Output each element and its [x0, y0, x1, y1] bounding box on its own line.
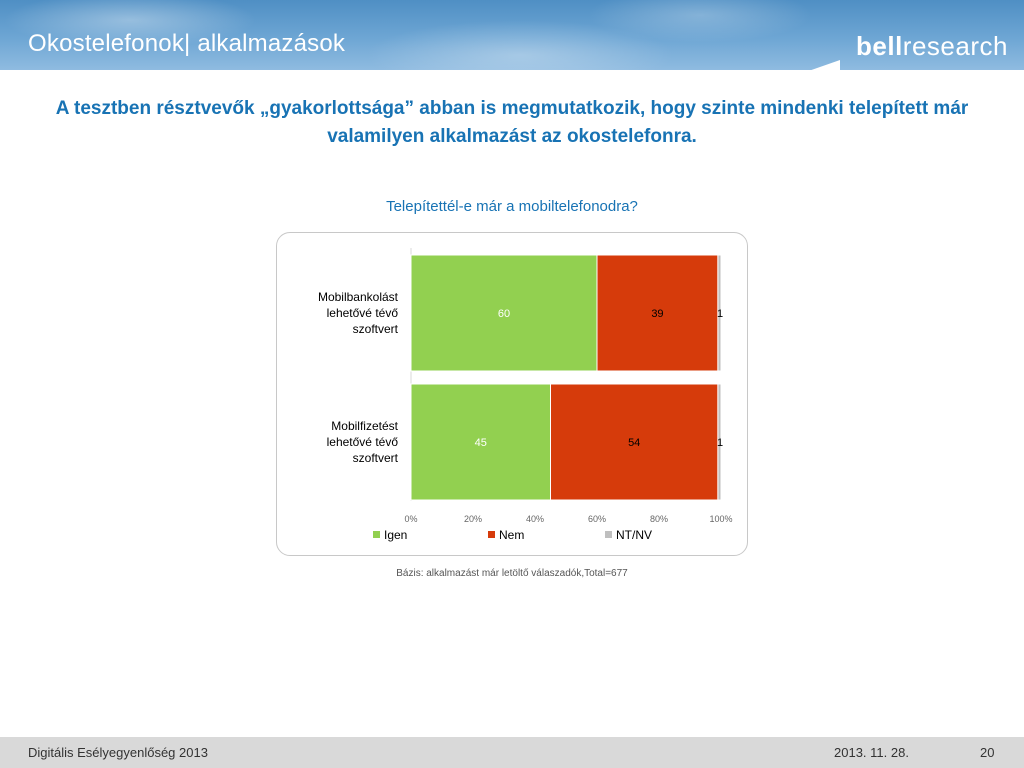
legend-label-nt-nv: NT/NV	[616, 528, 652, 542]
header-banner: Okostelefonok| alkalmazások bellresearch	[0, 0, 1024, 70]
chart-title: Telepítettél-e már a mobiltelefonodra?	[386, 198, 638, 215]
slide-headline: A tesztben résztvevők „gyakorlottsága” a…	[55, 98, 969, 147]
stacked-bar-chart: 60 39 1 Mobilbankolást lehetővé tévő szoftver…	[318, 248, 733, 542]
x-tick-label-4: 80%	[650, 514, 668, 524]
legend-label-igen: Igen	[384, 528, 407, 542]
x-tick-label-0: 0%	[404, 514, 417, 524]
bar-nt-nv-1	[717, 254, 722, 372]
chart-container: 60 39 1 Mobilbankolást lehetővé tévő szoftver…	[276, 232, 748, 556]
bellresearch-logo: bellresearch	[856, 31, 1008, 61]
x-tick-label-5: 100%	[709, 514, 732, 524]
bar-nem-1	[596, 254, 719, 372]
base-note: Bázis: alkalmazást már letöltő válaszadó…	[396, 568, 628, 579]
category-label-1-line-3: szoftvert	[353, 322, 399, 336]
legend-swatch-nt-nv	[605, 531, 612, 538]
data-label-igen-1: 60	[498, 308, 510, 320]
page-number: 20	[980, 745, 995, 760]
x-tick-label-3: 60%	[588, 514, 606, 524]
bar-igen-2	[410, 383, 551, 501]
category-label-1-line-2: lehetővé tévő	[327, 306, 399, 320]
header-notch-decoration	[811, 60, 840, 70]
data-label-nem-2: 54	[628, 437, 640, 449]
data-label-nem-1: 39	[651, 308, 663, 320]
category-label-2-line-1: Mobilfizetést	[331, 419, 398, 433]
legend-swatch-nem	[488, 531, 495, 538]
bar-nt-nv-2	[717, 383, 722, 501]
category-label-2-line-2: lehetővé tévő	[327, 435, 399, 449]
x-tick-label-2: 40%	[526, 514, 544, 524]
legend-label-nem: Nem	[499, 528, 524, 542]
data-label-nt-nv-2: 1	[717, 437, 723, 449]
footer-project: Digitális Esélyegyenlőség 2013	[28, 745, 208, 760]
bar-nem-2	[550, 383, 719, 501]
bar-igen-1	[410, 254, 598, 372]
footer-date: 2013. 11. 28.	[834, 745, 909, 760]
footer-bar: Digitális Esélyegyenlőség 2013 2013. 11.…	[0, 737, 1024, 768]
x-tick-label-1: 20%	[464, 514, 482, 524]
data-label-igen-2: 45	[475, 437, 487, 449]
data-label-nt-nv-1: 1	[717, 308, 723, 320]
category-label-2-line-3: szoftvert	[353, 451, 399, 465]
slide-title: Okostelefonok| alkalmazások	[28, 30, 346, 57]
category-label-1-line-1: Mobilbankolást	[318, 290, 399, 304]
legend-swatch-igen	[373, 531, 380, 538]
